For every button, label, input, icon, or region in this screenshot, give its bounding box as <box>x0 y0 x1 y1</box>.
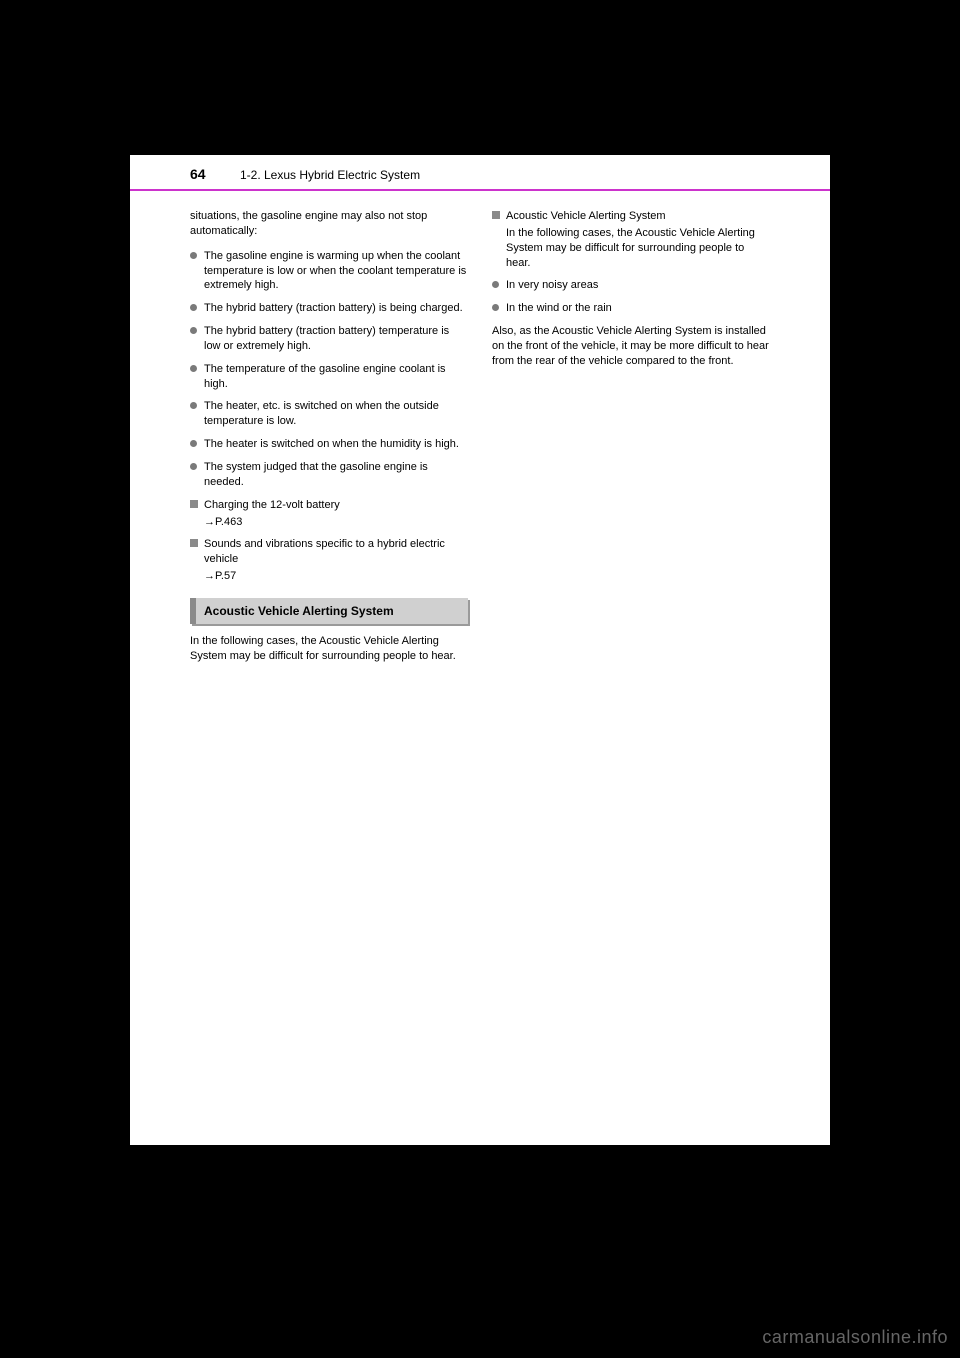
list-item: The system judged that the gasoline engi… <box>190 460 468 490</box>
left-column: situations, the gasoline engine may also… <box>190 209 468 1105</box>
header-rule <box>130 189 830 191</box>
list-item: The gasoline engine is warming up when t… <box>190 249 468 294</box>
note-body: →P.57 <box>204 569 468 584</box>
list-item: The temperature of the gasoline engine c… <box>190 362 468 392</box>
watermark: carmanualsonline.info <box>762 1327 948 1348</box>
section-heading-avas: Acoustic Vehicle Alerting System <box>190 598 468 624</box>
note-body: →P.463 <box>204 515 468 530</box>
note-body: In the following cases, the Acoustic Veh… <box>506 226 770 271</box>
right-column: Acoustic Vehicle Alerting System In the … <box>492 209 770 1105</box>
note-sounds-vibrations: Sounds and vibrations specific to a hybr… <box>190 537 468 584</box>
list-item: The heater is switched on when the humid… <box>190 437 468 452</box>
note-charging-battery: Charging the 12-volt battery →P.463 <box>190 498 468 530</box>
note-title: Acoustic Vehicle Alerting System <box>506 209 770 224</box>
list-item: In very noisy areas <box>492 278 770 293</box>
note-avas: Acoustic Vehicle Alerting System In the … <box>492 209 770 270</box>
page-number: 64 <box>190 165 206 184</box>
intro-paragraph: situations, the gasoline engine may also… <box>190 209 468 239</box>
list-item: The hybrid battery (traction battery) te… <box>190 324 468 354</box>
manual-page: 64 1-2. Lexus Hybrid Electric System sit… <box>130 155 830 1145</box>
list-item: In the wind or the rain <box>492 301 770 316</box>
heading-paragraph: In the following cases, the Acoustic Veh… <box>190 634 468 664</box>
closing-paragraph: Also, as the Acoustic Vehicle Alerting S… <box>492 324 770 369</box>
page-header: 64 1-2. Lexus Hybrid Electric System <box>130 155 830 205</box>
chapter-title: 1-2. Lexus Hybrid Electric System <box>240 167 420 183</box>
list-item: The hybrid battery (traction battery) is… <box>190 301 468 316</box>
content-columns: situations, the gasoline engine may also… <box>190 209 770 1105</box>
list-item: The heater, etc. is switched on when the… <box>190 399 468 429</box>
avas-bullet-list: In very noisy areas In the wind or the r… <box>492 278 770 316</box>
engine-bullet-list: The gasoline engine is warming up when t… <box>190 249 468 490</box>
note-title: Sounds and vibrations specific to a hybr… <box>204 537 468 567</box>
note-title: Charging the 12-volt battery <box>204 498 468 513</box>
